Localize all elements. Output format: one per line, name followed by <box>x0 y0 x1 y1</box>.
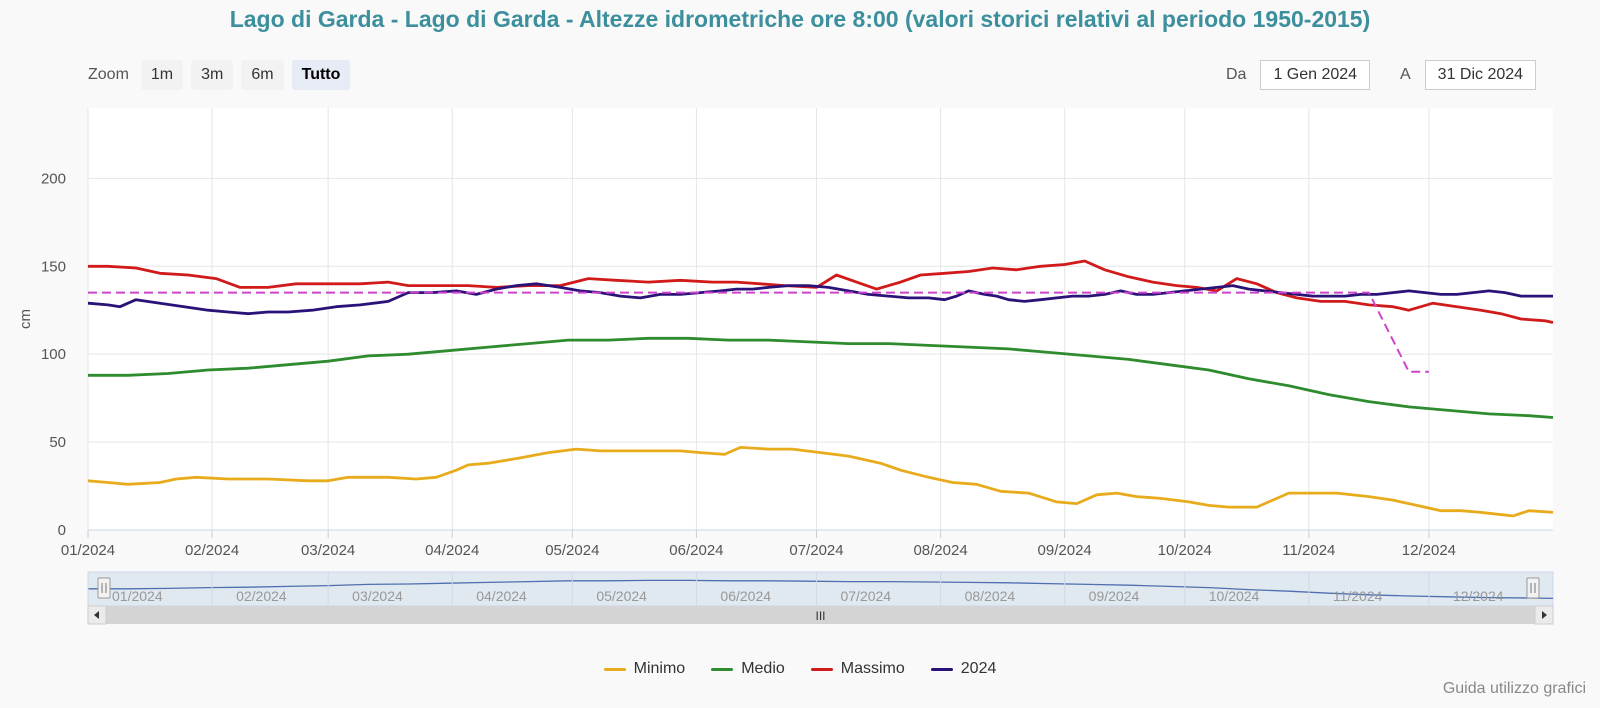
scrollbar-right-arrow-icon <box>1542 611 1547 619</box>
scrollbar-grip: III <box>815 609 825 623</box>
range-to: A 31 Dic 2024 <box>1400 60 1537 90</box>
legend-swatch-medio <box>711 667 734 671</box>
legend-item-medio[interactable]: Medio <box>711 660 785 678</box>
legend: Minimo Medio Massimo 2024 <box>0 660 1600 678</box>
y-tick-label: 50 <box>49 434 66 451</box>
y-axis-title: cm <box>17 309 34 329</box>
guide-link[interactable]: Guida utilizzo grafici <box>1442 680 1586 697</box>
x-tick-label: 06/2024 <box>669 542 723 559</box>
navigator-label: 02/2024 <box>236 588 287 604</box>
chart-title: Lago di Garda - Lago di Garda - Altezze … <box>229 6 1371 32</box>
legend-swatch-2024 <box>930 667 953 671</box>
legend-item-massimo[interactable]: Massimo <box>810 660 905 678</box>
navigator-label: 04/2024 <box>476 588 527 604</box>
navigator-handle[interactable] <box>1526 577 1540 599</box>
legend-swatch-massimo <box>810 667 833 671</box>
y-tick-label: 100 <box>41 346 66 363</box>
legend-label-2024: 2024 <box>960 660 997 677</box>
navigator-label: 11/2024 <box>1333 588 1383 604</box>
series-line-minimo <box>87 446 1554 518</box>
navigator-label: 05/2024 <box>596 588 647 604</box>
series-line-2024 <box>87 282 1553 316</box>
navigator-label: 10/2024 <box>1209 588 1260 604</box>
series-line-massimo <box>88 259 1554 324</box>
zoom-label: Zoom <box>88 66 129 83</box>
zoom-6m-button[interactable]: 6m <box>241 60 284 90</box>
y-tick-label: 150 <box>41 258 66 275</box>
navigator-label: 12/2024 <box>1453 588 1504 604</box>
zoom-all-button[interactable]: Tutto <box>291 60 351 90</box>
scrollbar-left-arrow-icon <box>94 611 99 619</box>
navigator-handle[interactable] <box>97 577 111 599</box>
navigator-series <box>88 579 1554 600</box>
x-tick-label: 08/2024 <box>913 542 967 559</box>
range-from-input[interactable]: 1 Gen 2024 <box>1260 60 1371 90</box>
x-tick-label: 04/2024 <box>425 542 479 559</box>
y-tick-label: 0 <box>58 522 66 539</box>
x-tick-label: 10/2024 <box>1158 542 1212 559</box>
plot-area <box>88 108 1553 530</box>
navigator-label: 01/2024 <box>112 588 163 604</box>
series-line-medio <box>88 336 1554 419</box>
legend-item-minimo[interactable]: Minimo <box>603 660 686 678</box>
legend-item-2024[interactable]: 2024 <box>930 660 997 678</box>
zoom-1m-button[interactable]: 1m <box>140 60 184 90</box>
x-tick-label: 11/2024 <box>1282 542 1335 559</box>
range-to-input[interactable]: 31 Dic 2024 <box>1424 60 1537 90</box>
zoom-3m-button[interactable]: 3m <box>191 60 234 90</box>
x-tick-label: 09/2024 <box>1038 542 1092 559</box>
legend-label-massimo: Massimo <box>840 660 905 677</box>
legend-label-medio: Medio <box>741 660 785 677</box>
range-from-label: Da <box>1226 66 1247 83</box>
x-tick-label: 03/2024 <box>301 542 355 559</box>
y-tick-label: 200 <box>41 170 66 187</box>
navigator-label: 07/2024 <box>840 588 891 604</box>
legend-swatch-minimo <box>603 667 626 671</box>
x-tick-label: 02/2024 <box>185 542 239 559</box>
x-tick-label: 12/2024 <box>1402 542 1456 559</box>
navigator-label: 06/2024 <box>720 588 771 604</box>
line-chart: 0 50 100 150 200 01/2024 02/2024 03/2024 04/2024… <box>17 108 1554 625</box>
navigator-label: 08/2024 <box>965 588 1016 604</box>
navigator-label: 09/2024 <box>1089 588 1140 604</box>
zoom-controls: Zoom 1m 3m 6m Tutto <box>88 60 351 90</box>
navigator-label: 03/2024 <box>352 588 403 604</box>
range-to-label: A <box>1400 66 1411 83</box>
x-tick-label: 01/2024 <box>61 542 115 559</box>
scrollbar-track[interactable] <box>88 606 1553 624</box>
x-tick-label: 07/2024 <box>789 542 843 559</box>
legend-label-minimo: Minimo <box>633 660 686 677</box>
x-tick-label: 05/2024 <box>545 542 599 559</box>
series-line-reference <box>88 291 1429 373</box>
range-from: Da 1 Gen 2024 <box>1226 60 1371 90</box>
